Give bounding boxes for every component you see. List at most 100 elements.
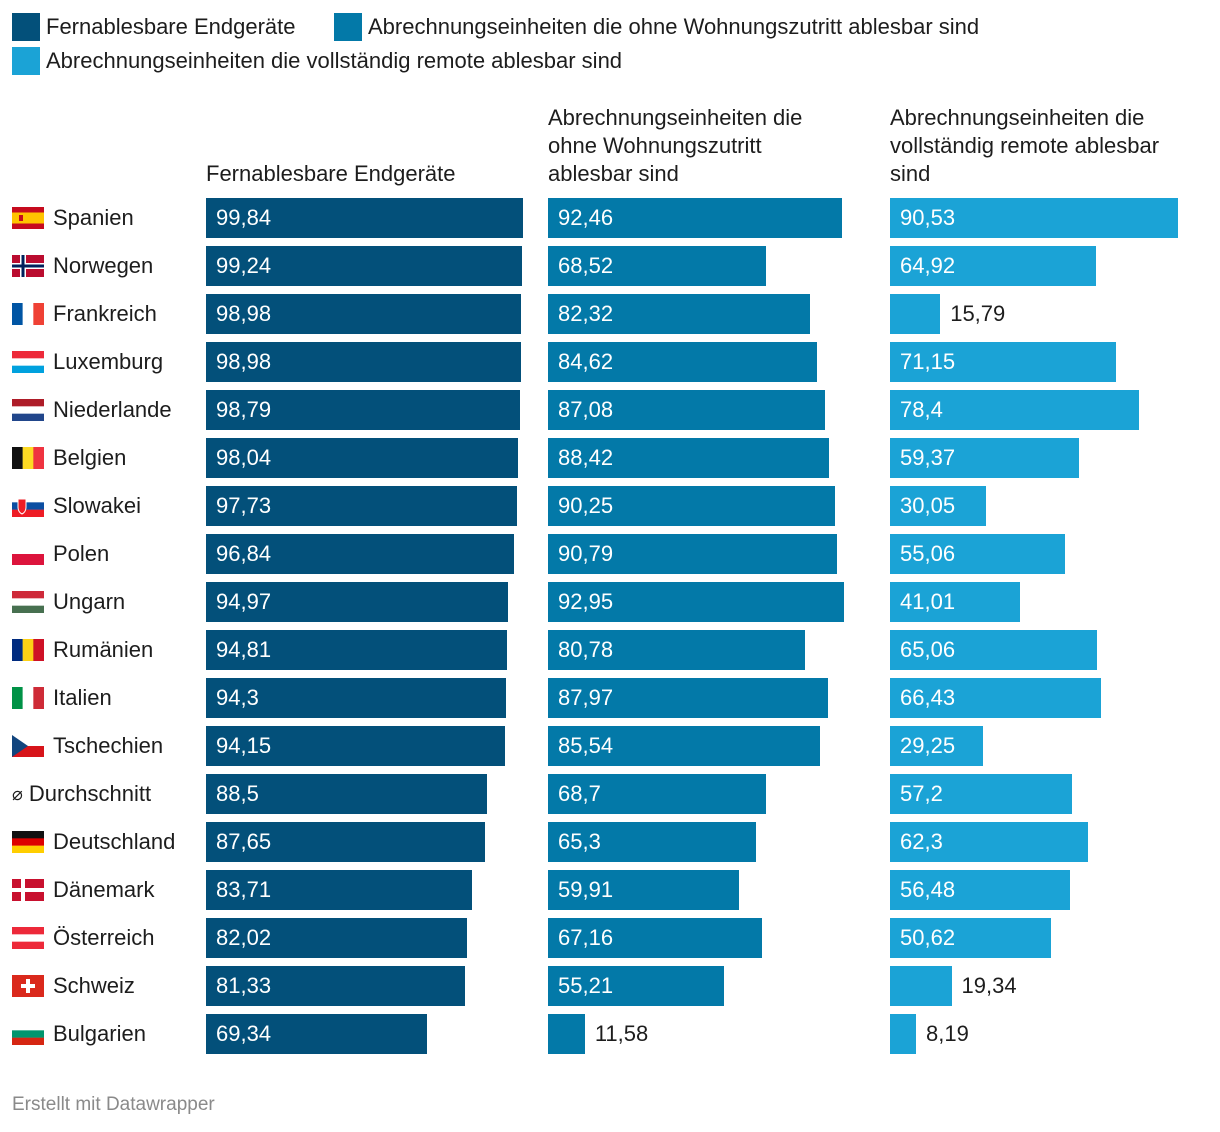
flag-icon-be bbox=[12, 447, 44, 469]
bar-1 bbox=[206, 294, 521, 334]
bar-value-label: 81,33 bbox=[216, 973, 272, 998]
bar-value-label: 71,15 bbox=[900, 349, 956, 374]
bar-3 bbox=[890, 966, 952, 1006]
bar-value-label: 62,3 bbox=[900, 829, 943, 854]
bar-value-label: 82,32 bbox=[558, 301, 614, 326]
bar-value-label: 68,7 bbox=[558, 781, 601, 806]
bar-value-label: 15,79 bbox=[950, 301, 1006, 326]
flag-icon-dk bbox=[12, 879, 44, 901]
legend-swatch bbox=[12, 13, 40, 41]
country-label: Tschechien bbox=[12, 726, 163, 766]
flag-icon-lu bbox=[12, 351, 44, 373]
bar-value-label: 92,95 bbox=[558, 589, 614, 614]
bar-value-label: 59,91 bbox=[558, 877, 614, 902]
bar-value-label: 50,62 bbox=[900, 925, 956, 950]
bar-2 bbox=[548, 486, 835, 526]
bar-value-label: 66,43 bbox=[900, 685, 956, 710]
bar-3 bbox=[890, 198, 1178, 238]
legend-item-remote: Abrechnungseinheiten die vollständig rem… bbox=[12, 46, 622, 76]
bar-3 bbox=[890, 246, 1097, 286]
country-label: Italien bbox=[12, 678, 112, 718]
country-label: Niederlande bbox=[12, 390, 172, 430]
bar-2 bbox=[548, 966, 724, 1006]
bar-2 bbox=[548, 918, 762, 958]
bar-value-label: 65,3 bbox=[558, 829, 601, 854]
bar-1 bbox=[206, 390, 521, 430]
bar-value-label: 96,84 bbox=[216, 541, 272, 566]
bar-value-label: 78,4 bbox=[900, 397, 943, 422]
bar-1 bbox=[206, 918, 467, 958]
country-label: Dänemark bbox=[12, 870, 154, 910]
bar-value-label: 56,48 bbox=[900, 877, 956, 902]
bar-value-label: 98,98 bbox=[216, 301, 272, 326]
flag-icon-pl bbox=[12, 543, 44, 565]
bar-value-label: 82,02 bbox=[216, 925, 272, 950]
bar-2 bbox=[548, 534, 837, 574]
bar-1 bbox=[206, 678, 506, 718]
bar-value-label: 88,5 bbox=[216, 781, 259, 806]
bar-1 bbox=[206, 630, 508, 670]
bar-value-label: 92,46 bbox=[558, 205, 614, 230]
country-label: Schweiz bbox=[12, 966, 135, 1006]
bar-2 bbox=[548, 198, 843, 238]
country-label: Norwegen bbox=[12, 246, 153, 286]
flag-icon-cz bbox=[12, 735, 44, 757]
bar-3 bbox=[890, 294, 941, 334]
country-label: ⌀ Durchschnitt bbox=[12, 774, 151, 814]
country-name: Dänemark bbox=[53, 877, 155, 902]
bar-value-label: 87,08 bbox=[558, 397, 614, 422]
bar-3 bbox=[890, 438, 1079, 478]
bar-value-label: 99,84 bbox=[216, 205, 272, 230]
column-title-text: Abrechnungseinheiten die ohne Wohnungszu… bbox=[548, 105, 803, 186]
bar-value-label: 94,3 bbox=[216, 685, 259, 710]
legend-label: Fernablesbare Endgeräte bbox=[46, 14, 296, 39]
country-name: Belgien bbox=[53, 445, 127, 470]
bar-value-label: 57,2 bbox=[900, 781, 943, 806]
bar-value-label: 8,19 bbox=[926, 1021, 969, 1046]
country-name: Bulgarien bbox=[53, 1021, 146, 1046]
bar-1 bbox=[206, 1014, 427, 1054]
flag-icon-fr bbox=[12, 303, 44, 325]
flag-icon-ch bbox=[12, 975, 44, 997]
bar-2 bbox=[548, 726, 821, 766]
bar-value-label: 90,25 bbox=[558, 493, 614, 518]
bar-value-label: 84,62 bbox=[558, 349, 614, 374]
bar-value-label: 55,21 bbox=[558, 973, 614, 998]
bar-value-label: 64,92 bbox=[900, 253, 956, 278]
bar-2 bbox=[548, 1014, 585, 1054]
country-name: Rumänien bbox=[53, 637, 154, 662]
bar-value-label: 30,05 bbox=[900, 493, 956, 518]
bar-2 bbox=[548, 246, 766, 286]
country-name: Norwegen bbox=[53, 253, 154, 278]
bar-value-label: 59,37 bbox=[900, 445, 956, 470]
bar-1 bbox=[206, 198, 524, 238]
country-name: Deutschland bbox=[53, 829, 176, 854]
bar-3 bbox=[890, 678, 1102, 718]
bar-1 bbox=[206, 486, 517, 526]
bar-3 bbox=[890, 486, 986, 526]
bar-value-label: 87,65 bbox=[216, 829, 272, 854]
country-name: Durchschnitt bbox=[28, 781, 152, 806]
bar-2 bbox=[548, 438, 830, 478]
bar-1 bbox=[206, 438, 518, 478]
legend-label: Abrechnungseinheiten die vollständig rem… bbox=[46, 48, 623, 73]
average-symbol: ⌀ bbox=[12, 783, 23, 804]
bar-value-label: 97,73 bbox=[216, 493, 272, 518]
country-name: Niederlande bbox=[53, 397, 172, 422]
legend-swatch bbox=[12, 47, 40, 75]
bar-3 bbox=[890, 1014, 917, 1054]
bar-1 bbox=[206, 726, 506, 766]
country-label: Luxemburg bbox=[12, 342, 163, 382]
bar-2 bbox=[548, 678, 828, 718]
bar-3 bbox=[890, 630, 1097, 670]
bar-value-label: 11,58 bbox=[594, 1021, 649, 1046]
bar-1 bbox=[206, 534, 514, 574]
country-name: Tschechien bbox=[53, 733, 164, 758]
bar-3 bbox=[890, 342, 1117, 382]
bar-value-label: 90,53 bbox=[900, 205, 956, 230]
country-name: Polen bbox=[53, 541, 110, 566]
column-title-text: Fernablesbare Endgeräte bbox=[206, 161, 456, 186]
bar-value-label: 69,34 bbox=[216, 1021, 272, 1046]
bar-value-label: 67,16 bbox=[558, 925, 614, 950]
bar-1 bbox=[206, 966, 465, 1006]
